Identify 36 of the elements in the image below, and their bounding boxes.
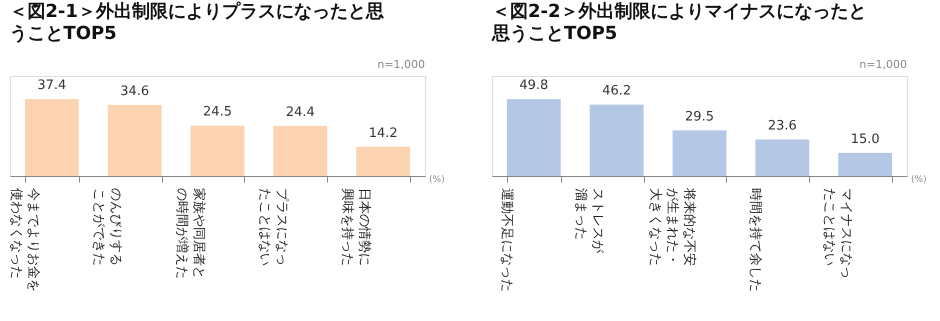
data-label: 15.0 <box>850 132 880 147</box>
x-tick-label: のんびりすることができた <box>91 188 124 266</box>
x-tick-label: 将来的な不安が生まれた・大きくなった <box>648 187 698 266</box>
x-tick-label: 運動不足になった <box>498 188 514 292</box>
bar <box>24 99 79 176</box>
data-label: 37.4 <box>37 78 66 94</box>
data-label: 14.2 <box>368 126 398 141</box>
x-tick-label: 日本の情勢に興味を持った <box>340 188 372 266</box>
bar <box>838 152 892 176</box>
x-tick-label: マイナスになったことはない <box>822 188 854 279</box>
bar <box>755 140 810 176</box>
text: n=1,000 <box>859 58 907 71</box>
bar <box>190 126 244 176</box>
bar <box>273 126 328 176</box>
x-tick-label: 時間を持て余した <box>747 188 762 292</box>
chart-title: ＜図2-2＞外出制限によりマイナスになったと思うことTOP5 <box>491 1 867 44</box>
x-tick-label: 今までよりお金を使わなくなった <box>8 188 40 292</box>
bar <box>590 104 644 176</box>
x-tick-label: 家族や同居者との時間が増えた <box>174 188 208 279</box>
text: n=1,000 <box>377 58 425 71</box>
bar <box>108 104 162 176</box>
data-label: 49.8 <box>519 78 548 94</box>
data-label: 29.5 <box>685 109 714 124</box>
text: (%) <box>429 175 445 185</box>
bar <box>506 99 561 176</box>
x-tick-label: ストレスが溜まった <box>573 188 606 254</box>
data-label: 24.4 <box>286 104 315 120</box>
data-label: 24.5 <box>203 104 232 120</box>
chart-title: ＜図2-1＞外出制限によりプラスになったと思うことTOP5 <box>9 1 384 44</box>
data-label: 34.6 <box>120 84 150 99</box>
bar <box>356 146 410 176</box>
text: (%) <box>911 175 927 185</box>
bar <box>672 130 726 176</box>
data-label: 23.6 <box>768 118 797 134</box>
x-tick-label: プラスになったことはない <box>256 188 289 266</box>
data-label: 46.2 <box>602 84 632 99</box>
